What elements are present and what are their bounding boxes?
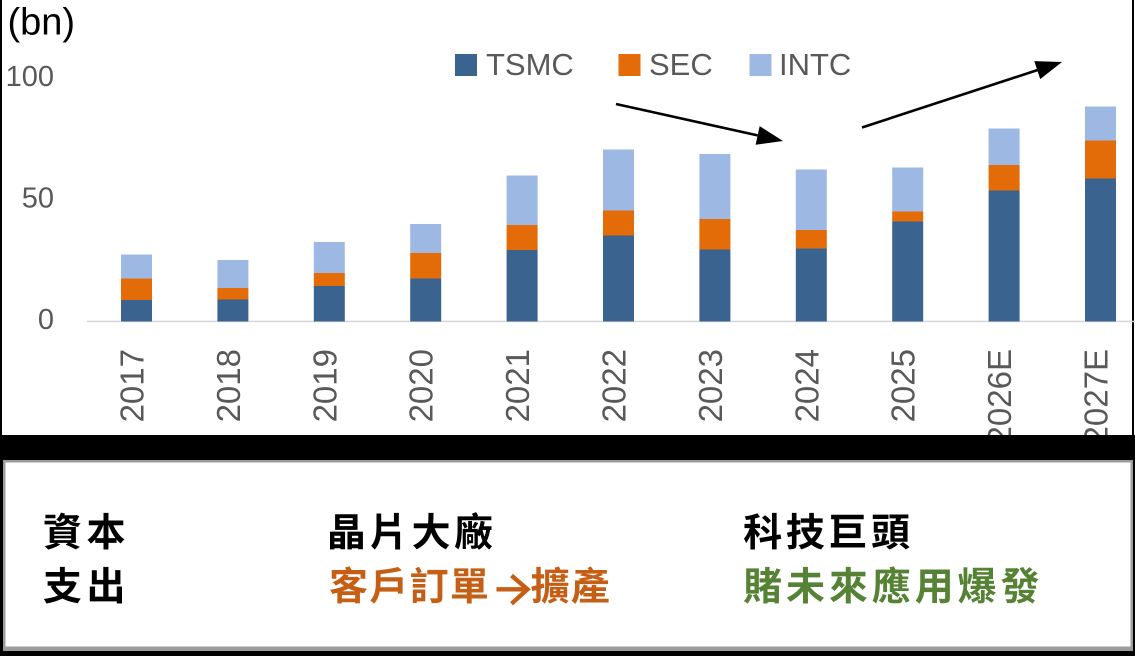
svg-text:2022: 2022 <box>596 349 633 422</box>
svg-text:2023: 2023 <box>692 349 729 422</box>
svg-text:2021: 2021 <box>499 349 536 422</box>
svg-text:2018: 2018 <box>210 349 247 422</box>
svg-text:50: 50 <box>22 183 54 215</box>
svg-text:2025: 2025 <box>885 349 922 422</box>
svg-text:(bn): (bn) <box>8 2 76 44</box>
svg-text:2017: 2017 <box>114 349 151 422</box>
svg-text:TSMC: TSMC <box>486 47 574 82</box>
svg-text:2027E: 2027E <box>1078 349 1115 444</box>
svg-text:2024: 2024 <box>788 349 825 422</box>
svg-text:SEC: SEC <box>649 47 713 82</box>
svg-text:2020: 2020 <box>403 349 440 422</box>
svg-text:100: 100 <box>6 61 54 93</box>
svg-text:INTC: INTC <box>779 47 851 82</box>
svg-text:0: 0 <box>38 304 54 336</box>
svg-text:2019: 2019 <box>306 349 343 422</box>
svg-text:2026E: 2026E <box>981 349 1018 444</box>
